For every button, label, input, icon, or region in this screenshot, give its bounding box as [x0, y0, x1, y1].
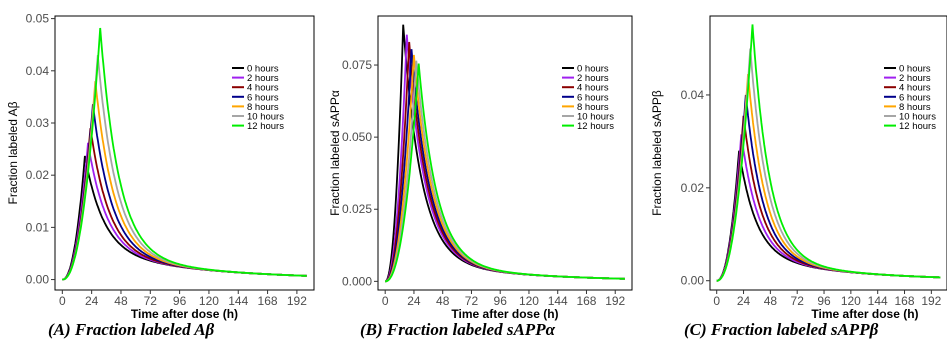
series-lines-1 — [385, 24, 625, 283]
x-tick-label: 168 — [258, 294, 278, 308]
x-tick-label: 72 — [465, 294, 479, 308]
y-tick-label: 0.00 — [681, 274, 705, 288]
legend-label: 8 hours — [577, 102, 609, 113]
x-tick-label: 120 — [199, 294, 219, 308]
series-lines-2 — [716, 24, 941, 282]
x-axis-label: Time after dose (h) — [451, 307, 558, 321]
x-tick-label: 48 — [114, 294, 128, 308]
chart-panel-2: 0 24 48 72 96 120 144 168 192 0.00 0.02 0.04 Time af… — [650, 15, 947, 321]
y-tick-label: 0.05 — [26, 12, 50, 26]
y-axis-label: Fraction labeled sAPPα — [328, 90, 342, 216]
x-tick-label: 96 — [173, 294, 187, 308]
x-tick-label: 120 — [841, 294, 861, 308]
x-tick-label: 72 — [791, 294, 805, 308]
x-tick-label: 144 — [548, 294, 568, 308]
series-lines-0 — [62, 27, 307, 281]
x-tick-label: 96 — [494, 294, 508, 308]
x-tick-label: 192 — [921, 294, 941, 308]
legend-label: 6 hours — [899, 92, 931, 103]
legend-label: 12 hours — [899, 121, 936, 132]
y-tick-label: 0.01 — [26, 220, 50, 234]
x-tick-label: 24 — [407, 294, 421, 308]
x-axis-label: Time after dose (h) — [811, 307, 918, 321]
chart-panel-1: 0 24 48 72 96 120 144 168 192 0.000 0.025 0.050 0.07… — [328, 15, 633, 321]
x-tick-label: 192 — [605, 294, 625, 308]
x-tick-label: 24 — [737, 294, 751, 308]
legend-label: 8 hours — [247, 102, 279, 113]
y-tick-label: 0.03 — [26, 116, 50, 130]
legend-label: 4 hours — [247, 83, 279, 94]
y-tick-label: 0.050 — [342, 130, 372, 144]
legend-label: 8 hours — [899, 102, 931, 113]
plot-frame — [709, 15, 947, 291]
x-tick-label: 48 — [764, 294, 778, 308]
x-tick-label: 168 — [576, 294, 596, 308]
legend-label: 0 hours — [899, 64, 931, 75]
y-tick-label: 0.04 — [26, 64, 50, 78]
plot-frame — [54, 15, 315, 291]
caption-b: (B) Fraction labeled sAPPα — [360, 320, 555, 339]
x-tick-label: 144 — [228, 294, 248, 308]
legend-label: 2 hours — [577, 73, 609, 84]
x-tick-label: 120 — [519, 294, 539, 308]
legend-label: 10 hours — [247, 112, 284, 123]
y-tick-label: 0.00 — [26, 273, 50, 287]
caption-a: (A) Fraction labeled Aβ — [48, 320, 215, 339]
y-tick-label: 0.04 — [681, 88, 705, 102]
series-line-4-hours — [716, 115, 941, 282]
caption-c: (C) Fraction labeled sAPPβ — [684, 320, 879, 339]
series-line-0-hours — [716, 150, 941, 282]
plot-frame — [377, 15, 633, 291]
x-tick-label: 144 — [868, 294, 888, 308]
series-line-12-hours — [62, 27, 307, 281]
x-tick-label: 96 — [817, 294, 831, 308]
legend-label: 4 hours — [899, 83, 931, 94]
x-tick-label: 48 — [436, 294, 450, 308]
x-axis-label: Time after dose (h) — [131, 307, 238, 321]
legend-label: 4 hours — [577, 83, 609, 94]
y-tick-label: 0.02 — [681, 181, 705, 195]
legend-label: 12 hours — [577, 121, 614, 132]
x-tick-label: 24 — [85, 294, 99, 308]
legend-label: 2 hours — [899, 73, 931, 84]
legend-label: 2 hours — [247, 73, 279, 84]
legend-label: 0 hours — [247, 64, 279, 75]
x-tick-label: 72 — [144, 294, 158, 308]
legend-label: 0 hours — [577, 64, 609, 75]
series-line-12-hours — [716, 24, 941, 282]
legend-label: 6 hours — [577, 92, 609, 103]
chart-panel-0: 0 24 48 72 96 120 144 168 192 0.00 0.01 0.02 0.03 0.0… — [6, 12, 315, 321]
x-tick-label: 0 — [382, 294, 389, 308]
y-axis-label: Fraction labeled sAPPβ — [650, 90, 664, 216]
x-tick-label: 168 — [895, 294, 915, 308]
series-line-2-hours — [716, 134, 941, 282]
legend-label: 10 hours — [577, 112, 614, 123]
y-tick-label: 0.02 — [26, 168, 50, 182]
series-line-12-hours — [385, 63, 625, 283]
y-tick-label: 0.025 — [342, 202, 372, 216]
y-tick-label: 0.075 — [342, 58, 372, 72]
x-tick-label: 192 — [287, 294, 307, 308]
x-tick-label: 0 — [59, 294, 66, 308]
y-tick-label: 0.000 — [342, 274, 372, 288]
legend-label: 10 hours — [899, 112, 936, 123]
y-axis-label: Fraction labeled Aβ — [6, 101, 20, 204]
legend-label: 6 hours — [247, 92, 279, 103]
legend-label: 12 hours — [247, 121, 284, 132]
x-tick-label: 0 — [713, 294, 720, 308]
